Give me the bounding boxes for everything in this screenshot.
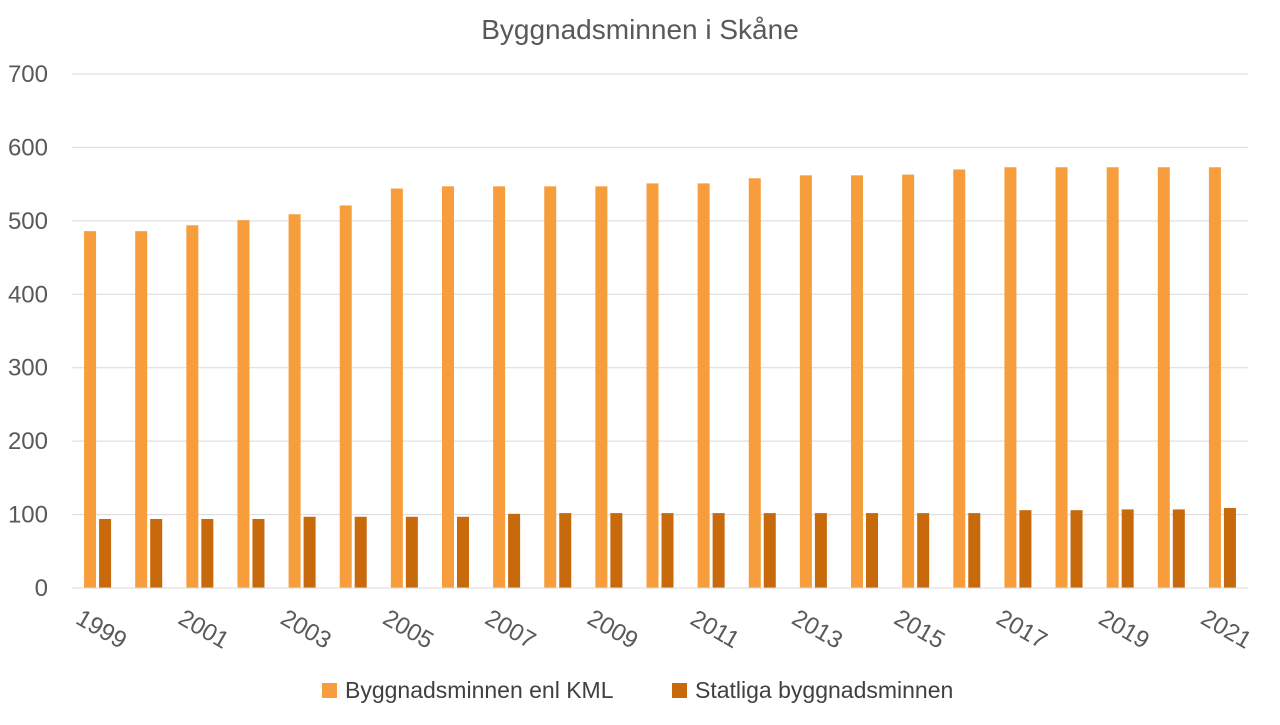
x-tick-label-2017: 2017 bbox=[992, 604, 1052, 654]
y-tick-label-100: 100 bbox=[8, 502, 48, 529]
bar-series1-2020 bbox=[1157, 167, 1170, 589]
x-tick-label-2005: 2005 bbox=[378, 604, 438, 654]
bar-series1-2007 bbox=[493, 186, 506, 589]
x-tick-label-2013: 2013 bbox=[787, 604, 847, 654]
bar-series2-2000 bbox=[150, 518, 163, 588]
bar-series2-1999 bbox=[99, 518, 112, 588]
legend-swatch-byggnadsminnen-enl-kml bbox=[322, 683, 337, 698]
bar-series2-2009 bbox=[610, 513, 623, 588]
x-tick-label-2003: 2003 bbox=[276, 604, 336, 654]
bar-series2-2007 bbox=[508, 513, 521, 588]
gridlines bbox=[72, 73, 1248, 516]
bar-series1-2016 bbox=[953, 169, 966, 588]
bar-series2-2011 bbox=[712, 513, 725, 588]
bar-series1-2001 bbox=[186, 225, 199, 588]
bar-series1-2010 bbox=[646, 183, 659, 588]
bar-series1-2017 bbox=[1004, 167, 1017, 589]
bar-series1-2012 bbox=[748, 178, 761, 589]
bar-series2-2013 bbox=[814, 513, 827, 588]
bar-series2-2016 bbox=[968, 513, 981, 588]
y-tick-label-500: 500 bbox=[8, 208, 48, 235]
bar-series1-2008 bbox=[544, 186, 557, 589]
bar-series2-2014 bbox=[866, 513, 879, 588]
x-tick-label-2009: 2009 bbox=[583, 604, 643, 654]
x-tick-label-2001: 2001 bbox=[174, 604, 234, 654]
bar-series1-2006 bbox=[441, 186, 454, 589]
y-tick-label-400: 400 bbox=[8, 281, 48, 308]
bar-series2-2001 bbox=[201, 518, 214, 588]
bar-series1-2013 bbox=[799, 175, 812, 588]
y-tick-label-300: 300 bbox=[8, 355, 48, 382]
bar-series2-2005 bbox=[405, 516, 418, 588]
bar-series1-2002 bbox=[237, 220, 250, 588]
bars bbox=[84, 167, 1236, 589]
bar-series2-2002 bbox=[252, 518, 265, 588]
bar-series2-2018 bbox=[1070, 510, 1083, 588]
bar-series1-1999 bbox=[84, 231, 97, 588]
bar-series1-2014 bbox=[851, 175, 864, 588]
x-tick-label-2015: 2015 bbox=[890, 604, 950, 654]
bar-series2-2006 bbox=[456, 516, 469, 588]
y-axis-tick-labels: 0 100 200 300 400 500 600 700 bbox=[8, 61, 48, 602]
bar-series2-2012 bbox=[763, 513, 776, 588]
bar-series2-2020 bbox=[1172, 509, 1185, 588]
bar-series1-2011 bbox=[697, 183, 710, 588]
y-tick-label-200: 200 bbox=[8, 428, 48, 455]
bar-series2-2004 bbox=[354, 516, 367, 588]
bar-series2-2003 bbox=[303, 516, 316, 588]
y-tick-label-600: 600 bbox=[8, 134, 48, 161]
bar-series2-2010 bbox=[661, 513, 674, 588]
legend-swatch-statliga-byggnadsminnen bbox=[672, 683, 687, 698]
bar-series1-2005 bbox=[390, 188, 403, 588]
legend: Byggnadsminnen enl KML Statliga byggnads… bbox=[322, 677, 953, 703]
bar-series1-2009 bbox=[595, 186, 608, 589]
bar-series1-2015 bbox=[902, 174, 915, 588]
legend-label-statliga-byggnadsminnen: Statliga byggnadsminnen bbox=[695, 677, 953, 703]
y-tick-label-0: 0 bbox=[35, 575, 48, 602]
bar-series2-2019 bbox=[1121, 509, 1134, 588]
bar-series1-2018 bbox=[1055, 167, 1068, 589]
bar-series2-2008 bbox=[559, 513, 572, 588]
y-tick-label-700: 700 bbox=[8, 61, 48, 88]
x-tick-label-2021: 2021 bbox=[1196, 604, 1256, 654]
bar-series2-2021 bbox=[1223, 507, 1236, 588]
bar-series2-2017 bbox=[1019, 510, 1032, 588]
bar-series1-2019 bbox=[1106, 167, 1119, 589]
legend-label-byggnadsminnen-enl-kml: Byggnadsminnen enl KML bbox=[345, 677, 614, 703]
chart-title: Byggnadsminnen i Skåne bbox=[481, 14, 799, 45]
x-tick-label-2011: 2011 bbox=[686, 605, 744, 654]
bar-series1-2003 bbox=[288, 214, 301, 588]
x-tick-label-2007: 2007 bbox=[480, 604, 540, 654]
x-axis-tick-labels: 1999 2001 2003 2005 2007 2009 2011 2013 2015 2017… bbox=[71, 604, 1256, 654]
bar-series1-2021 bbox=[1208, 167, 1221, 589]
bar-series2-2015 bbox=[917, 513, 930, 588]
x-tick-label-2019: 2019 bbox=[1094, 604, 1154, 654]
x-tick-label-1999: 1999 bbox=[71, 604, 131, 654]
bar-series1-2000 bbox=[135, 231, 148, 588]
bar-series1-2004 bbox=[339, 205, 352, 589]
